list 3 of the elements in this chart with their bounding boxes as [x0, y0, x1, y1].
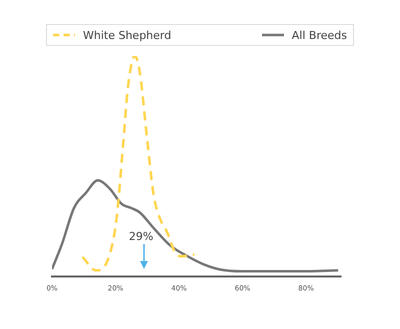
legend-label: White Shepherd: [83, 28, 172, 42]
ref-line-label: 29%: [128, 230, 154, 243]
legend-label: All Breeds: [292, 28, 347, 42]
